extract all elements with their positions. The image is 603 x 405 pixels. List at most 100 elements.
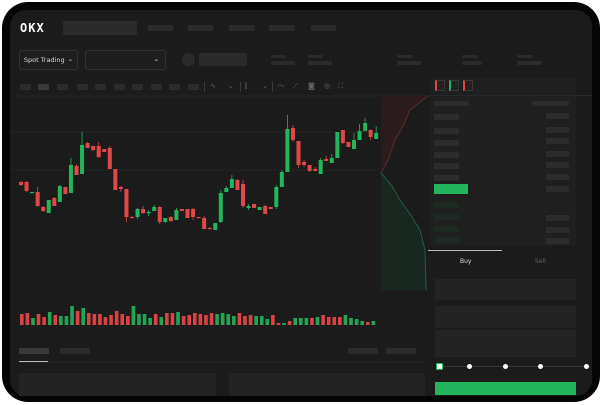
timeframe-button[interactable]	[95, 84, 106, 90]
slider-step-75[interactable]	[538, 364, 543, 369]
volume-bar	[31, 318, 35, 325]
candle	[202, 216, 207, 229]
camera-icon[interactable]: ◙	[308, 82, 315, 90]
orderbook-asks-view-icon[interactable]	[463, 80, 473, 91]
candle	[229, 175, 234, 188]
candle	[74, 164, 79, 175]
price-input[interactable]	[435, 279, 576, 300]
divider	[204, 82, 205, 92]
tab-open-orders[interactable]	[19, 348, 49, 354]
tab-sell[interactable]: Sell	[535, 258, 546, 265]
ruler-icon[interactable]: ⟋	[293, 82, 298, 90]
candle	[263, 205, 268, 214]
candle	[91, 146, 96, 151]
filter-button[interactable]	[386, 348, 416, 354]
order-card	[19, 373, 216, 396]
market-type-dropdown[interactable]: Spot Trading ⌄	[19, 50, 78, 70]
candle	[307, 165, 312, 172]
volume-bar	[170, 313, 175, 325]
tab-order-history[interactable]	[60, 348, 90, 354]
candle-body	[202, 218, 207, 229]
timeframe-button[interactable]	[188, 84, 199, 90]
total-input[interactable]	[435, 330, 576, 357]
tab-buy[interactable]: Buy	[460, 258, 472, 265]
fullscreen-icon[interactable]: ⛶	[338, 82, 343, 90]
timeframe-button[interactable]	[169, 84, 180, 90]
market-type-label: Spot Trading	[23, 56, 65, 64]
candle	[35, 187, 40, 207]
volume-bar	[243, 316, 247, 325]
orderbook-both-view-icon[interactable]	[435, 80, 445, 91]
volume-bar	[75, 311, 80, 325]
chevron-down-icon[interactable]: ⌄	[262, 82, 268, 90]
volume-bar	[98, 314, 102, 325]
volume-bar	[148, 318, 152, 325]
depth-bid-area	[381, 173, 426, 290]
volume-bar	[36, 314, 41, 325]
timeframe-button[interactable]	[77, 84, 88, 90]
candle	[63, 187, 68, 194]
volume-bar	[109, 315, 113, 325]
candle-type-icon[interactable]: ∿	[210, 82, 216, 90]
candle-body	[185, 209, 190, 218]
nav-item[interactable]	[188, 25, 213, 31]
candle	[68, 158, 73, 193]
orderbook-header-amount	[532, 101, 569, 106]
stat-label	[308, 55, 323, 58]
candle	[96, 142, 101, 158]
timeframe-button[interactable]	[114, 84, 125, 90]
candle	[191, 208, 196, 220]
slider-step-50[interactable]	[503, 364, 508, 369]
slider-step-25[interactable]	[467, 364, 472, 369]
orderbook-bids-view-icon[interactable]	[449, 80, 459, 91]
timeframe-button[interactable]	[132, 84, 143, 90]
pair-dropdown[interactable]: ⌄	[85, 50, 166, 70]
volume-bar	[176, 312, 180, 325]
nav-item[interactable]	[148, 25, 173, 31]
slider-step-100[interactable]	[584, 364, 589, 369]
filter-button[interactable]	[348, 348, 378, 354]
nav-item[interactable]	[269, 25, 295, 31]
candle-body	[218, 193, 223, 222]
candle-body	[179, 209, 184, 211]
stat-label	[397, 55, 413, 58]
indicator-icon[interactable]: ⫿	[245, 82, 248, 90]
volume-bar	[276, 323, 281, 325]
volume-bar	[226, 314, 231, 325]
percent-slider-track[interactable]	[440, 366, 590, 367]
candle-body	[241, 184, 245, 206]
nav-item[interactable]	[229, 25, 255, 31]
depth-bid-line	[380, 172, 427, 291]
candle	[363, 118, 368, 131]
volume-bar	[198, 314, 203, 325]
amount-input[interactable]	[435, 306, 576, 328]
volume-bar	[365, 322, 370, 325]
line-draw-icon[interactable]: 〜	[278, 82, 285, 90]
stat-value	[397, 61, 421, 65]
candle-body	[302, 162, 307, 165]
nav-item[interactable]	[311, 25, 336, 31]
candle	[357, 124, 362, 140]
search-bar[interactable]	[63, 21, 137, 35]
timeframe-button[interactable]	[151, 84, 162, 90]
ask-amount	[546, 138, 569, 144]
timeframe-button[interactable]	[57, 84, 68, 90]
volume-bar	[349, 318, 353, 325]
volume-bar	[326, 317, 331, 325]
stat-value	[308, 61, 332, 65]
candle-body	[124, 189, 129, 217]
settings-icon[interactable]: ◎	[324, 82, 331, 90]
bid-price	[434, 202, 459, 208]
timeframe-button[interactable]	[20, 84, 31, 90]
slider-handle[interactable]	[436, 363, 443, 370]
candle	[57, 185, 62, 202]
okx-logo[interactable]: OKX	[20, 21, 45, 35]
chevron-down-icon[interactable]: ⌄	[228, 82, 234, 90]
candle	[274, 185, 279, 209]
buy-submit-button[interactable]	[435, 382, 576, 395]
candle-body	[196, 217, 201, 219]
volume-bar	[131, 306, 136, 325]
volume-bar	[265, 319, 270, 325]
timeframe-button[interactable]	[38, 84, 49, 90]
